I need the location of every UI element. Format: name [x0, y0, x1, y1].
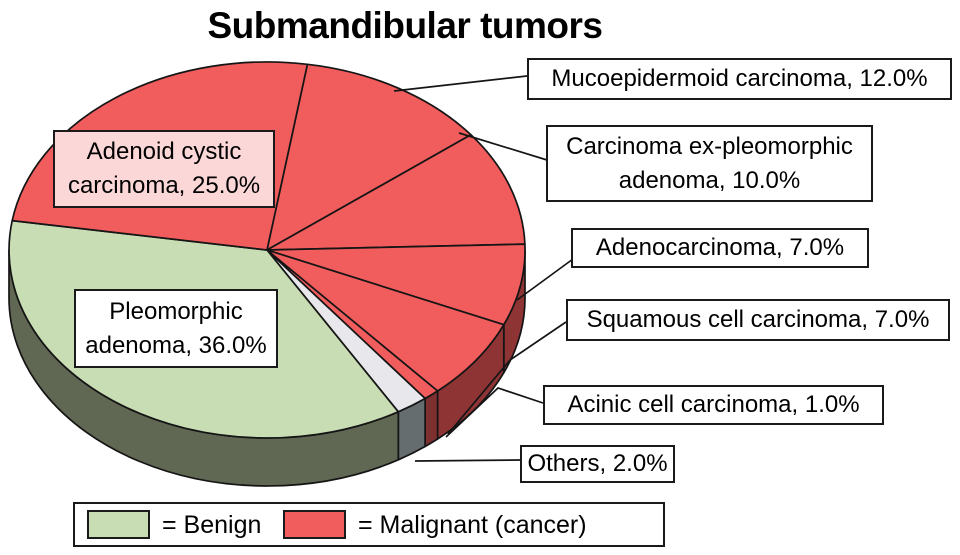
slice-1-top [266, 133, 526, 251]
leader-line-4 [445, 387, 544, 438]
callout-adenocarcinoma: Adenocarcinoma, 7.0% [571, 228, 869, 268]
legend-malignant-swatch [283, 510, 346, 539]
callout-label: Adenocarcinoma, 7.0% [595, 234, 845, 261]
slice-4-side [424, 390, 439, 448]
leader-line-2 [516, 258, 574, 301]
callout-carcinoma-ex-pleomorphic: Carcinoma ex-pleomorphic adenoma, 10.0% [546, 125, 873, 202]
leader-line-0 [393, 75, 528, 92]
callout-acinic-cell-carcinoma: Acinic cell carcinoma, 1.0% [543, 385, 884, 425]
callout-mucoepidermoid-carcinoma: Mucoepidermoid carcinoma, 12.0% [527, 58, 952, 100]
legend-malignant-label: = Malignant (cancer) [358, 511, 587, 539]
callout-label: Pleomorphic adenoma, 36.0% [85, 297, 267, 359]
chart-title: Submandibular tumors [207, 5, 603, 46]
legend: = Benign = Malignant (cancer) [73, 502, 665, 547]
callout-label: Mucoepidermoid carcinoma, 12.0% [551, 65, 928, 92]
callout-squamous-cell-carcinoma: Squamous cell carcinoma, 7.0% [566, 299, 950, 341]
slice-2-top [266, 243, 526, 326]
callout-label: Others, 2.0% [527, 450, 668, 477]
leader-line-5 [414, 459, 521, 462]
callout-label: Squamous cell carcinoma, 7.0% [586, 306, 930, 333]
slice-0-top [266, 63, 472, 251]
callout-label: Carcinoma ex-pleomorphic adenoma, 10.0% [566, 132, 853, 194]
callout-adenoid-cystic-carcinoma: Adenoid cystic carcinoma, 25.0% [53, 130, 275, 208]
legend-benign-swatch [87, 510, 150, 539]
callout-others: Others, 2.0% [520, 445, 675, 483]
leader-line-3 [447, 321, 567, 435]
leader-line-1 [458, 132, 548, 161]
legend-benign-label: = Benign [162, 511, 262, 539]
callout-label: Acinic cell carcinoma, 1.0% [567, 391, 860, 418]
slice-3-top [266, 249, 505, 392]
callout-pleomorphic-adenoma: Pleomorphic adenoma, 36.0% [74, 289, 278, 368]
callout-label: Adenoid cystic carcinoma, 25.0% [67, 138, 261, 199]
